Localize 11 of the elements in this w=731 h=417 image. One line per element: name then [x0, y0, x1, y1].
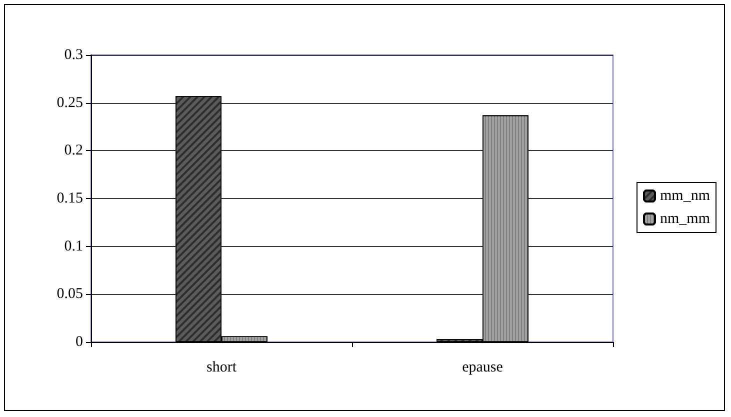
x-tick-label: epause [462, 360, 504, 376]
legend-label: nm_mm [660, 211, 710, 227]
y-tick-label: 0 [76, 334, 83, 350]
y-tick-label: 0.05 [56, 286, 83, 302]
y-tick-label: 0.3 [64, 47, 83, 63]
y-tick-label: 0.1 [64, 238, 83, 254]
legend-label: mm_nm [660, 188, 710, 204]
x-tick-label: short [206, 360, 238, 376]
y-tick-label: 0.2 [64, 142, 83, 159]
y-tick-label: 0.25 [56, 94, 83, 111]
y-tick-label: 0.15 [56, 190, 83, 206]
